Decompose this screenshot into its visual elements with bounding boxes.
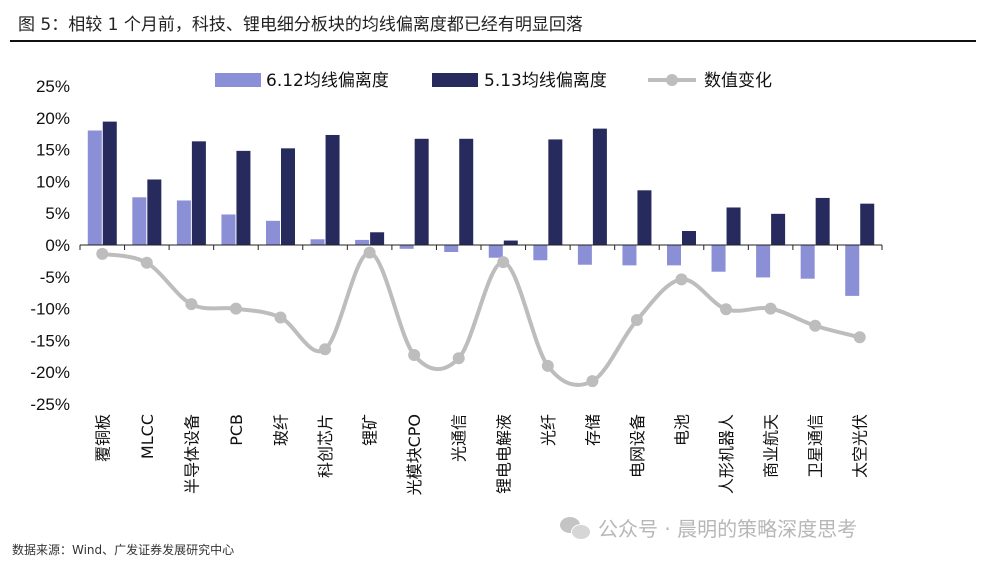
bar-513 bbox=[548, 139, 563, 245]
change-point bbox=[229, 302, 242, 315]
y-tick-label: -15% bbox=[30, 331, 70, 350]
legend-label-612: 6.12均线偏离度 bbox=[266, 71, 389, 91]
bar-612 bbox=[176, 200, 191, 245]
bar-513 bbox=[459, 138, 474, 245]
y-tick-label: -25% bbox=[30, 395, 70, 414]
y-tick-label: 10% bbox=[36, 172, 70, 191]
bar-612 bbox=[355, 239, 370, 245]
legend-marker-change bbox=[666, 74, 678, 86]
bar-513 bbox=[682, 231, 696, 245]
category-label: 科创芯片 bbox=[316, 414, 335, 478]
change-line bbox=[100, 250, 862, 387]
bar-612 bbox=[221, 214, 236, 245]
change-point bbox=[586, 375, 599, 388]
bar-513 bbox=[414, 138, 429, 245]
bar-612 bbox=[266, 220, 280, 245]
change-point bbox=[764, 302, 777, 315]
bar-612 bbox=[845, 245, 860, 296]
bar-612 bbox=[577, 245, 592, 265]
change-point bbox=[363, 246, 376, 259]
category-label: 光模块CPO bbox=[405, 414, 424, 495]
category-label: 玻纤 bbox=[272, 414, 291, 446]
category-label: 半导体设备 bbox=[182, 414, 201, 494]
category-label: 人形机器人 bbox=[717, 414, 736, 494]
change-point bbox=[675, 273, 688, 286]
category-label: 商业航天 bbox=[762, 414, 781, 478]
bar-513 bbox=[503, 240, 518, 245]
bar-612 bbox=[533, 245, 548, 261]
change-point bbox=[408, 349, 421, 362]
y-tick-label: -20% bbox=[30, 363, 70, 382]
change-point bbox=[720, 303, 733, 316]
y-tick-label: -5% bbox=[40, 268, 70, 287]
change-point bbox=[274, 311, 287, 324]
bar-612 bbox=[756, 245, 771, 278]
y-tick-label: -10% bbox=[30, 300, 70, 319]
category-label: 太空光伏 bbox=[851, 414, 870, 478]
category-label: 光通信 bbox=[450, 414, 469, 462]
bar-612 bbox=[310, 239, 325, 245]
bar-513 bbox=[281, 148, 295, 245]
change-point bbox=[630, 314, 643, 327]
bar-513 bbox=[726, 207, 741, 245]
change-point bbox=[96, 247, 109, 260]
category-label: 锂电电解液 bbox=[494, 414, 513, 494]
bar-612 bbox=[800, 245, 815, 279]
y-tick-label: 25% bbox=[36, 77, 70, 96]
category-label: 覆铜板 bbox=[93, 414, 112, 462]
category-label: PCB bbox=[227, 414, 246, 446]
category-label: 电网设备 bbox=[628, 414, 647, 478]
wechat-icon bbox=[560, 515, 591, 541]
change-point bbox=[809, 319, 822, 332]
bar-513 bbox=[637, 190, 652, 245]
legend-swatch-612 bbox=[215, 73, 261, 87]
bar-513 bbox=[860, 203, 875, 245]
y-tick-label: 15% bbox=[36, 141, 70, 160]
bar-612 bbox=[622, 245, 637, 266]
bar-513 bbox=[815, 197, 830, 245]
title-rule bbox=[10, 40, 976, 42]
category-label: 电池 bbox=[673, 414, 692, 446]
change-point bbox=[497, 256, 510, 269]
source-note: 数据来源：Wind、广发证券发展研究中心 bbox=[12, 543, 235, 557]
bar-612 bbox=[488, 245, 503, 258]
bar-513 bbox=[325, 134, 340, 245]
change-point bbox=[185, 298, 198, 311]
change-point bbox=[853, 331, 866, 344]
bar-513 bbox=[191, 141, 206, 245]
bar-513 bbox=[592, 128, 607, 245]
legend-label-change: 数值变化 bbox=[704, 71, 772, 91]
bar-513 bbox=[236, 150, 251, 245]
bar-612 bbox=[399, 245, 414, 249]
bar-513 bbox=[102, 121, 117, 245]
legend-swatch-513 bbox=[432, 73, 478, 87]
bar-612 bbox=[667, 245, 681, 266]
change-point bbox=[541, 359, 554, 372]
y-tick-label: 20% bbox=[36, 109, 70, 128]
category-label: MLCC bbox=[138, 414, 157, 459]
legend-label-513: 5.13均线偏离度 bbox=[484, 71, 607, 91]
bar-513 bbox=[370, 232, 385, 245]
bar-513 bbox=[771, 213, 786, 245]
y-tick-label: 0% bbox=[45, 236, 70, 255]
bar-612 bbox=[711, 245, 726, 272]
watermark: 公众号 · 晨明的策略深度思考 bbox=[560, 513, 857, 542]
category-label: 锂矿 bbox=[361, 414, 380, 446]
category-label: 存储 bbox=[583, 414, 602, 446]
bar-612 bbox=[132, 197, 147, 245]
figure-title: 图 5：相较 1 个月前，科技、锂电细分板块的均线偏离度都已经有明显回落 bbox=[18, 15, 583, 35]
bar-513 bbox=[147, 179, 162, 245]
y-tick-label: 5% bbox=[45, 204, 70, 223]
watermark-text: 公众号 · 晨明的策略深度思考 bbox=[598, 517, 858, 541]
category-label: 卫星通信 bbox=[806, 414, 825, 478]
category-label: 光纤 bbox=[539, 414, 558, 446]
change-point bbox=[452, 352, 465, 365]
change-point bbox=[140, 256, 153, 269]
change-point bbox=[319, 343, 332, 356]
bar-612 bbox=[444, 245, 459, 252]
bar-612 bbox=[87, 130, 102, 245]
